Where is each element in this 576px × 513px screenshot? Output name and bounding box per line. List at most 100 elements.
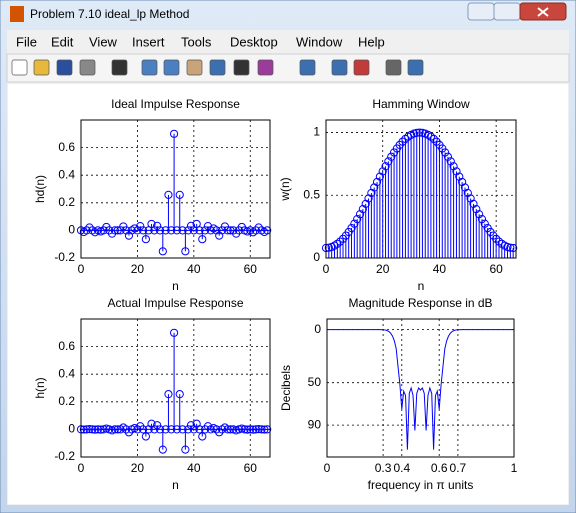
stem-marker bbox=[198, 235, 207, 244]
axes-box bbox=[80, 119, 271, 259]
stem-marker bbox=[184, 226, 193, 235]
stem-marker bbox=[353, 215, 362, 224]
stem-marker bbox=[85, 425, 94, 434]
toolbar-button[interactable] bbox=[111, 59, 128, 76]
menu-item[interactable]: Tools bbox=[181, 34, 212, 49]
stem-marker bbox=[93, 425, 103, 434]
menu-item[interactable]: Help bbox=[358, 34, 385, 49]
toolbar-button[interactable] bbox=[56, 59, 73, 76]
stem-marker bbox=[195, 226, 204, 235]
axes bbox=[80, 119, 271, 259]
stem-marker bbox=[415, 128, 424, 137]
stem-marker bbox=[401, 134, 410, 144]
stem-marker bbox=[215, 428, 224, 437]
y-axis-label: hd(n) bbox=[33, 175, 47, 203]
toolbar-button[interactable] bbox=[385, 59, 402, 76]
menu-item[interactable]: Window bbox=[296, 34, 343, 49]
stem-marker bbox=[223, 425, 232, 434]
toolbar-button[interactable] bbox=[79, 59, 96, 76]
x-tick-label: 0 bbox=[78, 262, 85, 276]
stem-marker bbox=[381, 162, 390, 171]
stem-marker bbox=[158, 247, 167, 256]
toolbar-button[interactable] bbox=[33, 59, 50, 76]
axes-box bbox=[80, 318, 271, 458]
stem-marker bbox=[169, 129, 179, 138]
stem-marker bbox=[260, 425, 269, 434]
stem-marker bbox=[82, 226, 91, 235]
menu-item[interactable]: Edit bbox=[51, 34, 74, 49]
toolbar-button[interactable] bbox=[257, 59, 274, 76]
stem-marker bbox=[378, 167, 387, 176]
x-tick-label: 20 bbox=[131, 461, 145, 475]
stem-marker bbox=[240, 425, 249, 434]
stem-marker bbox=[243, 425, 252, 434]
menu-item[interactable]: Desktop bbox=[230, 34, 278, 49]
stem-marker bbox=[122, 425, 131, 434]
y-tick-label: 0 bbox=[313, 250, 320, 264]
stem-marker bbox=[124, 428, 134, 437]
stem-marker bbox=[91, 425, 100, 434]
app-icon bbox=[10, 6, 24, 22]
x-tick-label: 60 bbox=[244, 461, 258, 475]
stem-marker bbox=[195, 425, 204, 434]
menu-item[interactable]: File bbox=[16, 34, 37, 49]
y-tick-label: 0 bbox=[314, 322, 321, 336]
toolbar-button[interactable] bbox=[163, 59, 180, 76]
stem-marker bbox=[412, 128, 421, 137]
axes-title: Hamming Window bbox=[372, 97, 470, 111]
toolbar-button[interactable] bbox=[407, 59, 424, 76]
stem-marker bbox=[426, 132, 436, 141]
stem-marker bbox=[475, 210, 484, 219]
stem-marker bbox=[263, 226, 272, 235]
close-icon bbox=[537, 7, 549, 17]
minimize-button[interactable] bbox=[467, 2, 495, 21]
stem-marker bbox=[96, 425, 105, 434]
stem-marker bbox=[161, 425, 170, 434]
stem-marker bbox=[212, 425, 221, 434]
stem-marker bbox=[88, 425, 97, 434]
stem-marker bbox=[201, 226, 210, 235]
stem-marker bbox=[169, 328, 179, 337]
stem-marker bbox=[186, 421, 196, 430]
stem-marker bbox=[161, 226, 170, 235]
menu-item[interactable]: Insert bbox=[132, 34, 165, 49]
toolbar-button[interactable] bbox=[209, 59, 226, 76]
stem-marker bbox=[248, 425, 258, 434]
axes-box bbox=[325, 119, 517, 259]
stem-marker bbox=[164, 190, 173, 199]
toolbar-button[interactable] bbox=[141, 59, 158, 76]
stem-marker bbox=[223, 226, 232, 235]
stem-marker bbox=[449, 162, 458, 171]
menu-item[interactable]: View bbox=[89, 34, 118, 49]
stem-marker bbox=[150, 226, 159, 235]
toolbar-icons bbox=[11, 59, 424, 76]
stem-marker bbox=[203, 221, 213, 231]
toolbar-button[interactable] bbox=[11, 59, 28, 76]
x-tick-label: 0 bbox=[78, 461, 85, 475]
window-buttons[interactable] bbox=[467, 2, 567, 21]
stem-marker bbox=[82, 425, 91, 434]
stem-marker bbox=[494, 237, 504, 246]
x-tick-label: 60 bbox=[244, 262, 258, 276]
stem-marker bbox=[141, 235, 150, 244]
stem-marker bbox=[254, 425, 263, 434]
stem-marker bbox=[153, 421, 162, 430]
toolbar-button[interactable] bbox=[353, 59, 370, 76]
stem-marker bbox=[79, 425, 88, 434]
y-tick-label: 50 bbox=[308, 375, 322, 389]
toolbar-button[interactable] bbox=[299, 59, 316, 76]
toolbar-button[interactable] bbox=[331, 59, 348, 76]
x-axis-label: frequency in π units bbox=[368, 478, 474, 492]
y-tick-label: 0 bbox=[68, 422, 75, 436]
axes bbox=[326, 318, 515, 458]
x-tick-label: 60 bbox=[489, 262, 503, 276]
x-tick-label: 0.6 bbox=[431, 461, 448, 475]
maximize-button[interactable] bbox=[493, 2, 521, 21]
y-tick-label: 0 bbox=[68, 223, 75, 237]
stem-marker bbox=[153, 221, 162, 230]
stem-marker bbox=[184, 425, 193, 434]
toolbar-button[interactable] bbox=[233, 59, 250, 76]
toolbar-button[interactable] bbox=[186, 59, 203, 76]
window-title: Problem 7.10 ideal_lp Method bbox=[30, 7, 189, 21]
